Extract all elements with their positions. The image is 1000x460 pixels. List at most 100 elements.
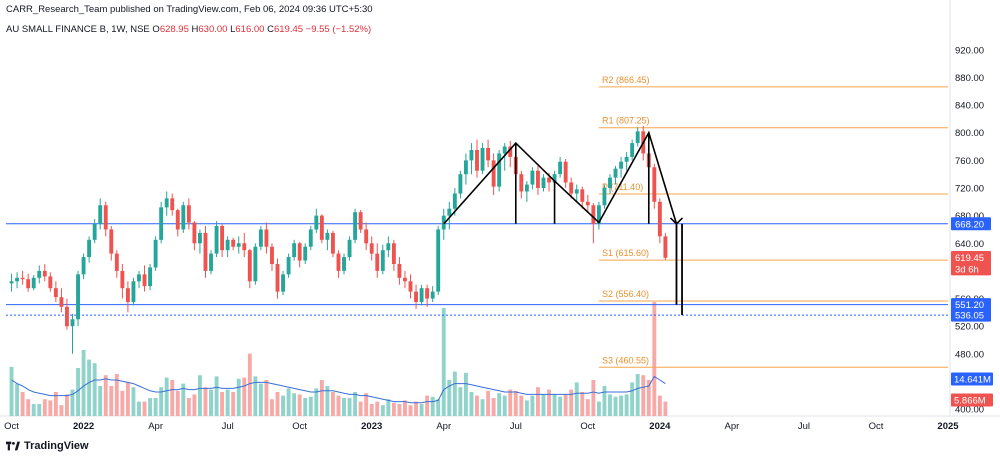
publisher-header: CARR_Research_Team published on TradingV… — [6, 4, 373, 15]
volume-bar — [425, 395, 430, 416]
volume-bar — [164, 377, 169, 416]
volume-bar — [225, 389, 230, 416]
candle-body — [375, 253, 380, 271]
candle-body — [209, 253, 213, 271]
volume-bar — [137, 401, 141, 416]
volume-bar — [580, 392, 585, 416]
candle-body — [26, 279, 31, 289]
volume-bar — [441, 308, 446, 416]
price-label-box — [951, 308, 991, 322]
candle-body — [109, 229, 114, 254]
volume-bar — [585, 399, 590, 416]
candle-body — [602, 188, 607, 206]
candle-body — [342, 257, 346, 271]
volume-bar — [81, 350, 86, 416]
volume-bar — [624, 394, 629, 416]
candle-body — [314, 215, 319, 230]
price-label-text: 668.20 — [955, 219, 984, 230]
volume-bar — [574, 382, 579, 416]
open-value: 628.95 — [159, 24, 189, 35]
volume-bar — [120, 390, 125, 416]
volume-bar — [325, 386, 330, 416]
candle-body — [48, 276, 53, 289]
volume-bar — [364, 393, 369, 416]
volume-bar — [186, 398, 191, 416]
volume-bar — [530, 395, 535, 416]
candle-body — [159, 207, 164, 240]
volume-bar — [142, 401, 147, 416]
candle-body — [247, 250, 252, 282]
volume-bar — [192, 394, 197, 416]
pivot-level-label: P (711.40) — [602, 182, 643, 192]
current-price-box — [951, 250, 991, 264]
volume-bar — [536, 387, 540, 416]
volume-bar — [114, 374, 119, 416]
y-tick-label: 800.00 — [955, 128, 984, 139]
volume-bar — [608, 394, 612, 416]
candle-body — [308, 229, 313, 247]
volume-bar — [53, 392, 58, 416]
volume-bar — [242, 377, 247, 416]
tradingview-logo-icon — [6, 441, 20, 451]
candle-body — [214, 226, 219, 254]
pivot-level-label: S1 (615.60) — [602, 248, 649, 258]
candle-body — [137, 274, 141, 282]
volume-bar — [408, 405, 413, 416]
candle-body — [319, 215, 324, 240]
x-tick-label: Oct — [869, 421, 884, 432]
volume-bar — [15, 383, 20, 416]
x-tick-label: Jul — [222, 421, 234, 432]
volume-bar — [336, 395, 341, 416]
y-tick-label: 640.00 — [955, 239, 984, 250]
candle-body — [275, 264, 280, 292]
candle-body — [236, 243, 241, 247]
candle-body — [336, 253, 341, 271]
candle-body — [380, 250, 385, 271]
candle-body — [65, 306, 69, 327]
low-value: 616.00 — [235, 24, 265, 35]
candle-body — [397, 264, 402, 278]
tradingview-footer[interactable]: TradingView — [6, 440, 89, 452]
pivot-level-label: R2 (866.45) — [602, 75, 650, 85]
x-tick-label: Apr — [436, 421, 451, 432]
candle-body — [142, 274, 147, 287]
volume-bar — [70, 389, 75, 416]
y-tick-label: 920.00 — [955, 45, 984, 56]
volume-bar — [20, 392, 25, 416]
x-tick-label: Jul — [798, 421, 810, 432]
volume-bar — [347, 398, 352, 416]
candle-body — [436, 229, 441, 292]
change-value: −9.55 (−1.52%) — [305, 24, 372, 35]
candle-body — [430, 291, 435, 299]
candle-body — [569, 182, 574, 194]
candle-body — [663, 236, 668, 258]
volume-bar — [508, 389, 513, 416]
volume-bar — [358, 401, 363, 416]
volume-bar — [353, 392, 358, 416]
candle-body — [358, 212, 363, 230]
candle-body — [519, 174, 524, 192]
candle-body — [31, 277, 36, 289]
y-tick-label: 880.00 — [955, 73, 984, 84]
candle-body — [486, 147, 491, 161]
candle-body — [491, 160, 496, 187]
volume-bar — [652, 302, 657, 416]
volume-bar — [153, 398, 158, 416]
x-tick-label: Oct — [292, 421, 307, 432]
volume-label-box — [951, 393, 993, 407]
candle-body — [15, 277, 20, 282]
candle-body — [353, 212, 358, 240]
current-price-text: 619.45 — [955, 253, 984, 264]
candle-body — [325, 232, 330, 240]
volume-bar — [253, 376, 258, 416]
candle-body — [596, 205, 601, 224]
x-tick-label: Oct — [4, 421, 19, 432]
candle-body — [580, 189, 585, 202]
y-tick-label: 480.00 — [955, 349, 984, 360]
candle-body — [441, 215, 446, 230]
volume-bar — [9, 366, 14, 416]
volume-bar — [342, 398, 346, 416]
symbol-name: AU SMALL FINANCE B, 1W, NSE — [6, 24, 150, 35]
candle-body — [103, 205, 108, 230]
